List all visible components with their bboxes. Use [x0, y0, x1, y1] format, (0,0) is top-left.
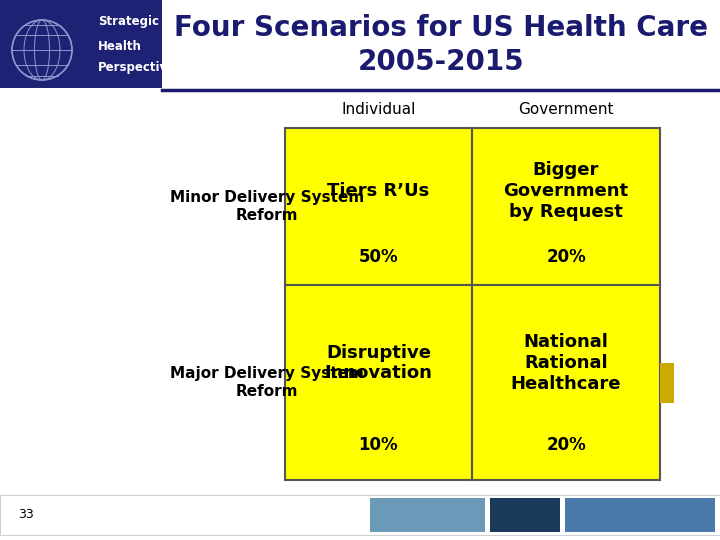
Text: Disruptive
Innovation: Disruptive Innovation — [325, 343, 433, 382]
Text: National
Rational
Healthcare: National Rational Healthcare — [510, 333, 621, 393]
Text: 50%: 50% — [359, 248, 398, 266]
Bar — [565, 498, 715, 532]
Text: Health: Health — [98, 39, 142, 52]
Bar — [472, 128, 660, 285]
Bar — [660, 362, 674, 402]
Text: Bigger
Government
by Request: Bigger Government by Request — [503, 161, 629, 221]
Bar — [285, 128, 472, 285]
Text: 10%: 10% — [359, 436, 398, 454]
Bar — [490, 498, 560, 532]
Text: Individual: Individual — [341, 103, 415, 118]
Bar — [0, 495, 720, 535]
Text: 33: 33 — [18, 509, 34, 522]
Bar — [0, 0, 162, 88]
Text: Minor Delivery System
Reform: Minor Delivery System Reform — [170, 190, 364, 222]
Text: 20%: 20% — [546, 436, 586, 454]
Bar — [370, 498, 485, 532]
Text: Strategic: Strategic — [98, 16, 159, 29]
Text: Four Scenarios for US Health Care: Four Scenarios for US Health Care — [174, 14, 708, 42]
Text: Perspectives: Perspectives — [98, 62, 183, 75]
Text: Government: Government — [518, 103, 613, 118]
Bar — [472, 285, 660, 480]
Text: 20%: 20% — [546, 248, 586, 266]
Text: 2005-2015: 2005-2015 — [358, 48, 524, 76]
Bar — [285, 285, 472, 480]
Text: Tiers R’Us: Tiers R’Us — [328, 182, 430, 200]
Text: Major Delivery System
Reform: Major Delivery System Reform — [170, 366, 364, 399]
